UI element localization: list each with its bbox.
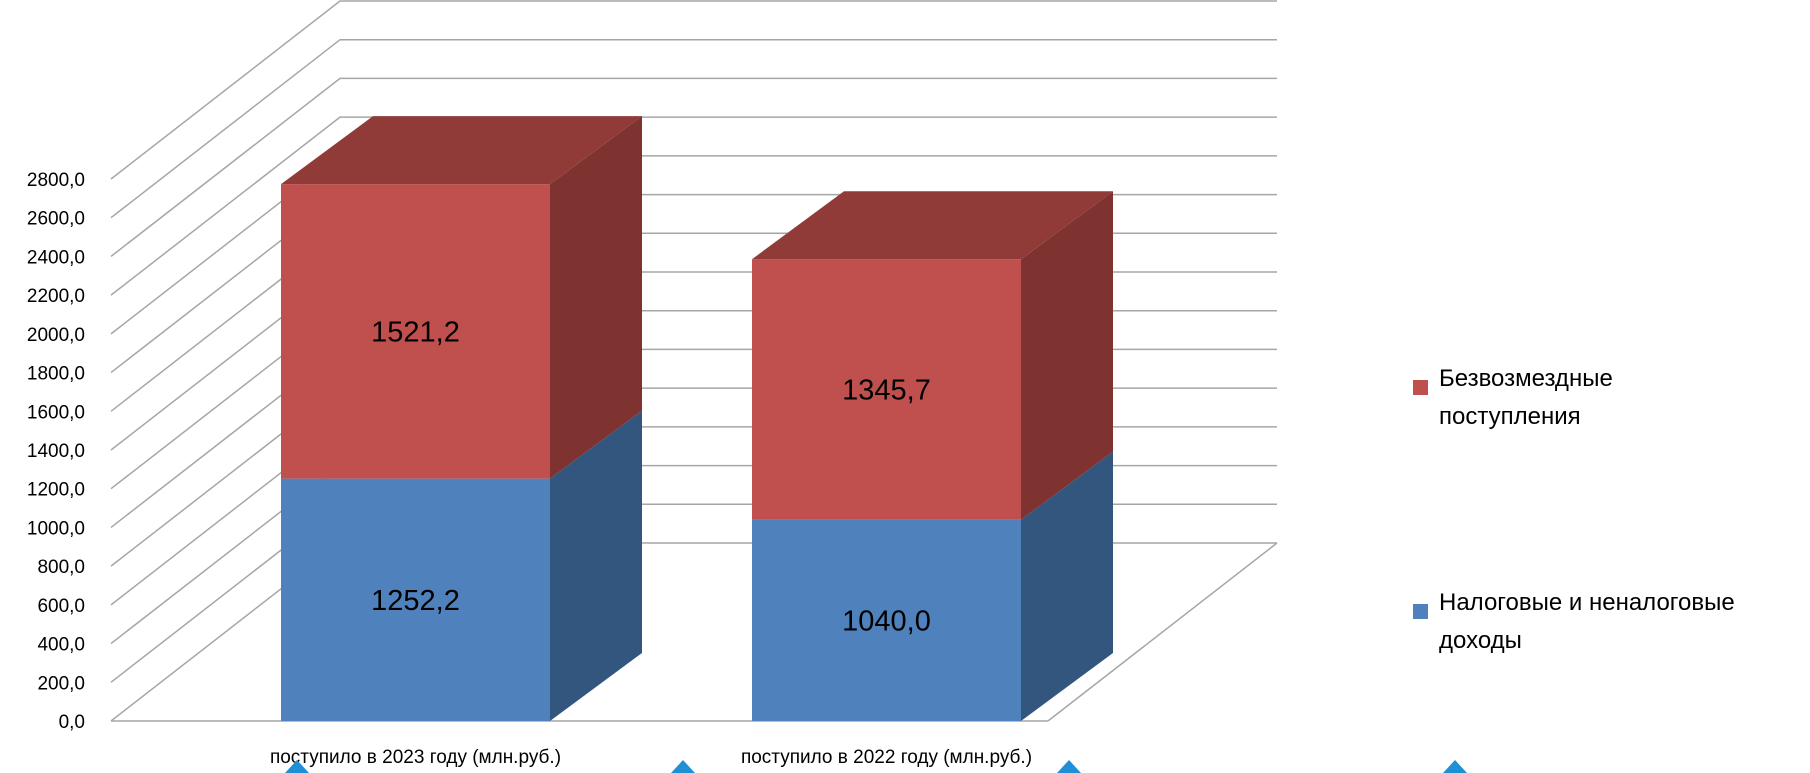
gridline (110, 38, 1277, 219)
bar-top (752, 191, 1113, 260)
gridline (110, 0, 1277, 180)
data-label: 1252,2 (371, 585, 460, 617)
bar-side (1021, 451, 1113, 721)
y-tick-label: 1600,0 (27, 402, 85, 423)
diamond-marker (1443, 760, 1467, 773)
gridline (110, 77, 1277, 258)
y-tick-label: 0,0 (59, 712, 85, 733)
diamond-marker (1057, 760, 1081, 773)
y-axis-tick-labels: 0,0 200,0 400,0 600,0 800,0 1000,0 1200,0 1400,… (27, 170, 85, 733)
x-category-label: поступило в 2022 году (млн.руб.) (741, 747, 1032, 768)
diamond-marker (671, 760, 695, 773)
y-tick-label: 2800,0 (27, 170, 85, 191)
data-label: 1345,7 (842, 374, 931, 406)
bar-side (1021, 191, 1113, 520)
y-tick-label: 600,0 (37, 596, 85, 617)
y-tick-label: 400,0 (37, 635, 85, 656)
x-category-label: поступило в 2023 году (млн.руб.) (270, 747, 561, 768)
y-tick-label: 2600,0 (27, 209, 85, 230)
bar-side (550, 116, 642, 479)
bar-front (281, 478, 550, 721)
y-tick-label: 2400,0 (27, 247, 85, 268)
bar-front (281, 184, 550, 479)
bar-top (281, 116, 642, 185)
y-tick-label: 1400,0 (27, 441, 85, 462)
y-tick-label: 2200,0 (27, 286, 85, 307)
data-label: 1521,2 (371, 316, 460, 348)
y-tick-label: 1200,0 (27, 480, 85, 501)
y-tick-label: 800,0 (37, 557, 85, 578)
y-tick-label: 200,0 (37, 673, 85, 694)
x-axis-category-labels: поступило в 2023 году (млн.руб.) поступил… (270, 747, 1032, 768)
bar-front (752, 519, 1021, 721)
legend-swatch (1413, 604, 1428, 619)
data-label: 1040,0 (842, 605, 931, 637)
legend: Безвозмездные поступления Налоговые и нена… (1413, 365, 1735, 654)
diamond-marker (285, 760, 309, 773)
y-tick-label: 2000,0 (27, 325, 85, 346)
bar-front (752, 259, 1021, 520)
legend-label: Безвозмездные поступления (1439, 365, 1613, 430)
legend-swatch (1413, 380, 1428, 395)
legend-label: Налоговые и неналоговые доходы (1439, 589, 1735, 654)
bar-side (550, 410, 642, 721)
y-tick-label: 1000,0 (27, 518, 85, 539)
gridline (110, 116, 1277, 296)
data-labels: 1252,2 1521,2 1040,0 1345,7 (371, 316, 931, 637)
floor-right-edge (1047, 542, 1278, 722)
decorative-markers (285, 760, 1467, 773)
y-tick-label: 1800,0 (27, 364, 85, 385)
bars (281, 116, 1113, 721)
